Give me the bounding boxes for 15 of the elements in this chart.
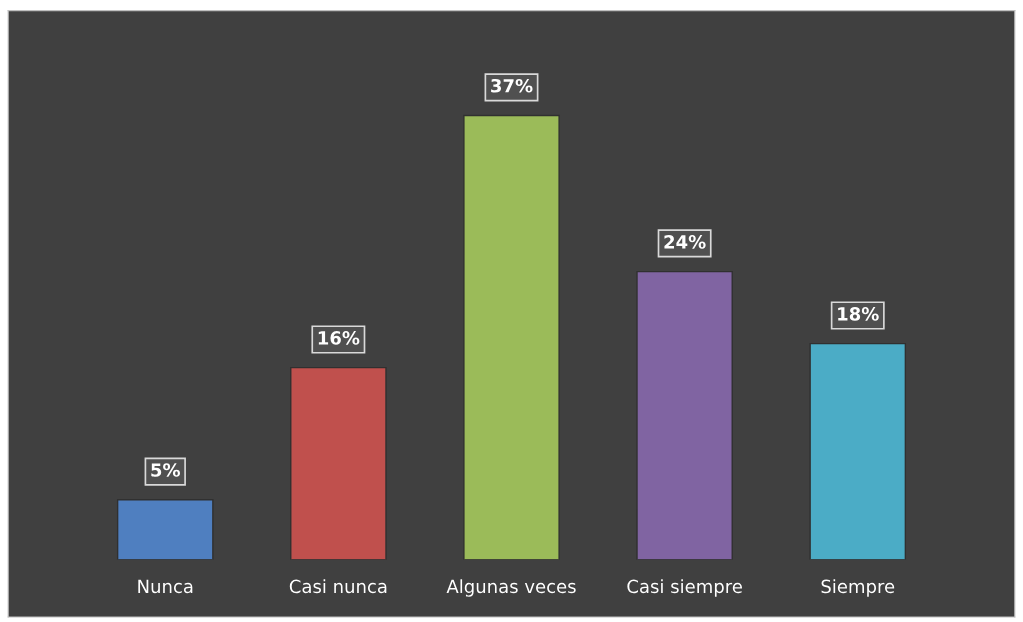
x-tick-label: Casi nunca [289,579,387,594]
x-tick-label: Siempre [821,579,895,597]
x-tick-label: Algunas veces [446,579,576,597]
data-label: 5% [151,463,181,477]
x-tick-label: Casi siempre [627,579,742,597]
bar [636,270,733,560]
bar [809,342,907,560]
data-label: 16% [318,331,360,345]
data-label: 18% [838,307,879,321]
bar [290,366,387,560]
bar [116,499,214,560]
data-label: 37% [491,78,533,93]
data-label: 24% [664,235,706,249]
bar [463,114,560,560]
x-tick-label: Nunca [138,579,193,594]
